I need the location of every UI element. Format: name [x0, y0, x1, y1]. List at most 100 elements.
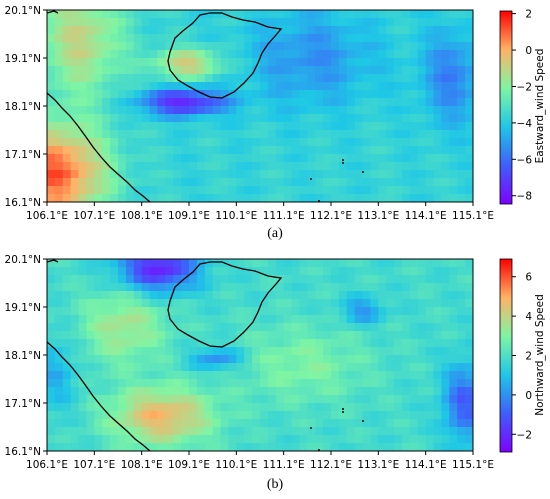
- heat-cell: [133, 130, 143, 139]
- heat-cell: [102, 138, 111, 147]
- heat-cell: [370, 90, 379, 99]
- heat-cell: [228, 275, 237, 284]
- heat-cell: [149, 34, 159, 43]
- heat-cell: [118, 74, 127, 83]
- heat-cell: [252, 74, 261, 83]
- heat-cell: [307, 307, 316, 316]
- heat-cell: [236, 387, 245, 396]
- heat-cell: [267, 26, 277, 35]
- heat-cell: [433, 162, 443, 171]
- heat-cell: [149, 74, 159, 83]
- heat-cell: [252, 90, 261, 99]
- heat-cell: [173, 347, 182, 356]
- heat-cell: [62, 178, 72, 187]
- heat-cell: [204, 10, 214, 19]
- heat-cell: [394, 130, 403, 139]
- heat-cell: [220, 82, 230, 91]
- heat-cell: [417, 162, 427, 171]
- heat-cell: [386, 74, 395, 83]
- heat-cell: [465, 42, 473, 51]
- heat-cell: [362, 10, 372, 19]
- heat-cell: [86, 82, 95, 91]
- heat-cell: [181, 331, 190, 340]
- heat-cell: [425, 34, 435, 43]
- heat-cell: [457, 283, 466, 292]
- heat-cell: [54, 315, 64, 324]
- heat-cell: [157, 178, 166, 187]
- heat-cell: [291, 26, 301, 35]
- heat-cell: [94, 435, 103, 444]
- heat-cell: [323, 411, 332, 420]
- heat-cell: [315, 323, 324, 332]
- heat-cell: [425, 50, 435, 59]
- heat-cell: [196, 403, 206, 412]
- heat-cell: [370, 10, 379, 19]
- heat-cell: [189, 34, 198, 43]
- heat-cell: [441, 26, 450, 35]
- heat-cell: [244, 307, 253, 316]
- heat-cell: [417, 194, 427, 202]
- heat-cell: [125, 347, 135, 356]
- heat-cell: [252, 122, 261, 131]
- heat-cell: [267, 299, 277, 308]
- island-dots-b: [310, 408, 364, 451]
- heat-cell: [196, 275, 206, 284]
- heat-cell: [141, 178, 151, 187]
- heat-cell: [402, 66, 411, 75]
- heat-cell: [331, 114, 340, 123]
- heat-cell: [260, 146, 269, 155]
- heat-cell: [299, 162, 308, 171]
- heat-cell: [283, 122, 293, 131]
- heat-cell: [449, 58, 458, 67]
- heat-cell: [465, 50, 473, 59]
- heat-cell: [449, 154, 458, 163]
- heat-cell: [102, 435, 111, 444]
- heat-cell: [54, 443, 64, 451]
- heat-cell: [386, 66, 395, 75]
- heat-cell: [78, 34, 88, 43]
- heat-cell: [315, 339, 324, 348]
- heat-cell: [354, 307, 364, 316]
- heat-cell: [362, 363, 372, 372]
- heat-cell: [173, 403, 182, 412]
- heat-cell: [118, 114, 127, 123]
- heat-cell: [252, 355, 261, 364]
- heat-cell: [417, 443, 427, 451]
- heat-cell: [141, 355, 151, 364]
- heat-cell: [307, 315, 316, 324]
- heat-cell: [338, 379, 348, 388]
- heat-cell: [323, 419, 332, 428]
- heat-cell: [425, 323, 435, 332]
- heat-cell: [204, 363, 214, 372]
- heat-cell: [47, 395, 56, 404]
- heat-cell: [260, 299, 269, 308]
- caption-b: (b): [266, 477, 284, 492]
- heat-cell: [362, 371, 372, 380]
- heat-cell: [386, 10, 395, 19]
- heat-cell: [386, 50, 395, 59]
- heat-cell: [441, 395, 450, 404]
- heat-cell: [78, 267, 88, 276]
- heat-cell: [283, 419, 293, 428]
- heat-cell: [118, 291, 127, 300]
- heat-cell: [409, 42, 419, 51]
- heat-cell: [409, 90, 419, 99]
- heat-cell: [165, 26, 174, 35]
- heat-cell: [165, 106, 174, 115]
- heat-cell: [149, 170, 159, 179]
- heat-cell: [133, 427, 143, 436]
- x-tick-label: 113.1°E: [357, 459, 399, 471]
- heat-cell: [78, 186, 88, 195]
- heat-cell: [78, 130, 88, 139]
- heat-cell: [102, 114, 111, 123]
- heat-cell: [212, 98, 222, 107]
- heat-cell: [315, 307, 324, 316]
- heat-cell: [228, 10, 237, 19]
- heat-cell: [260, 90, 269, 99]
- heat-cell: [149, 194, 159, 202]
- heat-cell: [433, 146, 443, 155]
- heat-cell: [157, 82, 166, 91]
- heat-cell: [47, 275, 56, 284]
- heat-cell: [189, 435, 198, 444]
- heat-cell: [409, 395, 419, 404]
